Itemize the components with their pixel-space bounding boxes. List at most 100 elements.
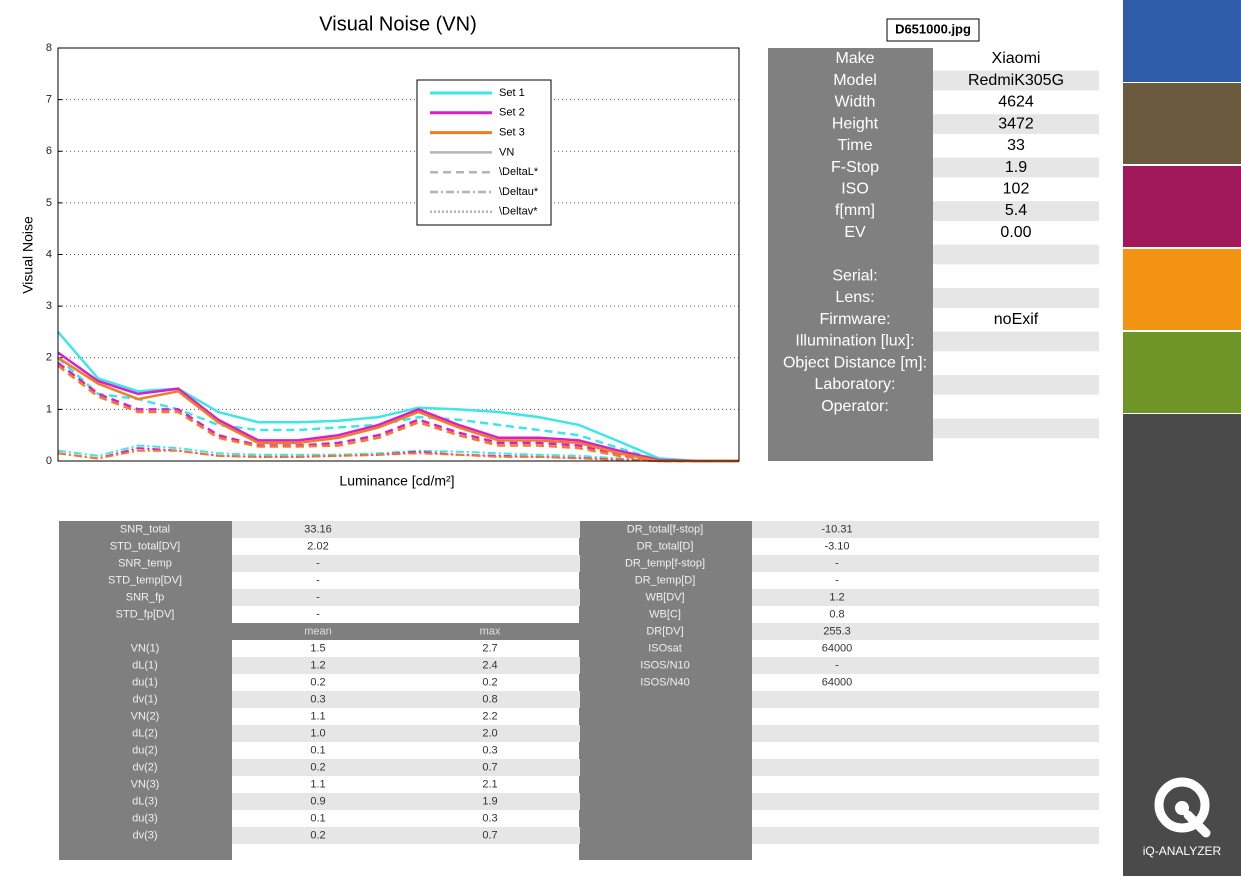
table-value: 0.7 bbox=[482, 829, 497, 841]
table-label-column bbox=[579, 521, 752, 860]
info-stripe bbox=[933, 114, 1099, 134]
table-stripe bbox=[752, 521, 1099, 538]
table-value: 2.4 bbox=[482, 659, 497, 671]
table-value: 0.2 bbox=[310, 829, 325, 841]
table-value: 1.1 bbox=[310, 778, 325, 790]
table-label: ISOsat bbox=[648, 642, 682, 654]
table-value: 1.5 bbox=[310, 642, 325, 654]
file-name: D651000.jpg bbox=[895, 21, 971, 36]
info-value: RedmiK305G bbox=[968, 72, 1064, 89]
series-line bbox=[57, 356, 739, 463]
table-stripe bbox=[232, 827, 580, 844]
y-tick-label: 0 bbox=[46, 455, 52, 467]
table-value: 64000 bbox=[822, 642, 853, 654]
table-label: du(3) bbox=[132, 812, 158, 824]
info-value: 5.4 bbox=[1005, 202, 1027, 219]
table-value: 0.8 bbox=[482, 693, 497, 705]
info-stripe bbox=[933, 331, 1099, 352]
table-value: 33.16 bbox=[304, 523, 332, 535]
table-value: - bbox=[316, 557, 320, 569]
table-stripe bbox=[752, 793, 1099, 810]
table-label-column bbox=[59, 521, 232, 860]
table-value: - bbox=[316, 591, 320, 603]
table-stripe bbox=[752, 725, 1099, 742]
table-stripe bbox=[232, 759, 580, 776]
series-line bbox=[57, 444, 739, 462]
table-value: 1.0 bbox=[310, 727, 325, 739]
info-label: EV bbox=[844, 224, 866, 241]
series-line bbox=[57, 449, 739, 462]
table-value: 2.02 bbox=[307, 540, 328, 552]
table-label: DR[DV] bbox=[646, 625, 683, 637]
table-label: STD_total[DV] bbox=[110, 540, 180, 552]
table-label: dv(1) bbox=[132, 693, 157, 705]
logo bbox=[1154, 777, 1211, 838]
table-stripe bbox=[752, 623, 1099, 640]
table-label: DR_temp[D] bbox=[635, 574, 696, 586]
table-value: -3.10 bbox=[824, 540, 849, 552]
table-stripe bbox=[232, 691, 580, 708]
table-label: VN(1) bbox=[131, 642, 160, 654]
info-value: 4624 bbox=[998, 94, 1034, 111]
info-label: f[mm] bbox=[835, 202, 875, 219]
table-label: ISOS/N40 bbox=[640, 676, 690, 688]
table-value: 0.7 bbox=[482, 761, 497, 773]
series-line bbox=[57, 364, 739, 463]
file-box bbox=[886, 18, 980, 42]
y-tick-label: 8 bbox=[46, 42, 52, 54]
info-label: Model bbox=[833, 72, 877, 89]
table-value: 0.3 bbox=[482, 812, 497, 824]
info-label: F-Stop bbox=[831, 159, 879, 176]
table-label: VN(2) bbox=[131, 710, 160, 722]
table-label: SNR_temp bbox=[118, 557, 172, 569]
color-tab[interactable] bbox=[1123, 332, 1241, 413]
table-value: 64000 bbox=[822, 676, 853, 688]
info-label: Make bbox=[835, 50, 874, 67]
table-stripe bbox=[752, 827, 1099, 844]
table-value: 0.3 bbox=[310, 693, 325, 705]
table-stripe bbox=[752, 691, 1099, 708]
table-label: WB[C] bbox=[649, 608, 681, 620]
sidebar bbox=[1123, 414, 1241, 876]
table-label: du(1) bbox=[132, 676, 158, 688]
table-stripe bbox=[232, 725, 580, 742]
table-label: dv(2) bbox=[132, 761, 157, 773]
y-tick-label: 5 bbox=[46, 197, 52, 209]
table-value: 0.3 bbox=[482, 744, 497, 756]
table-value: 2.2 bbox=[482, 710, 497, 722]
y-axis-label: Visual Noise bbox=[20, 216, 36, 294]
table-value: 0.8 bbox=[829, 608, 844, 620]
color-tab[interactable] bbox=[1123, 83, 1241, 164]
table-value: 255.3 bbox=[823, 625, 851, 637]
table-label: dL(3) bbox=[132, 795, 158, 807]
info-label: Illumination [lux]: bbox=[795, 333, 914, 350]
table-value: - bbox=[835, 659, 839, 671]
table-label: dv(3) bbox=[132, 829, 157, 841]
table-label: DR_total[D] bbox=[637, 540, 694, 552]
info-stripe bbox=[933, 418, 1099, 439]
color-tab[interactable] bbox=[1123, 249, 1241, 330]
table-value: 2.1 bbox=[482, 778, 497, 790]
info-value: Xiaomi bbox=[992, 50, 1041, 67]
info-label: Serial: bbox=[832, 267, 877, 284]
table-value: 1.2 bbox=[310, 659, 325, 671]
table-stripe bbox=[232, 657, 580, 674]
table-value: 2.7 bbox=[482, 642, 497, 654]
table-label: dL(1) bbox=[132, 659, 158, 671]
y-tick-label: 7 bbox=[46, 94, 52, 106]
series-line bbox=[57, 351, 739, 463]
table-value: - bbox=[316, 608, 320, 620]
table-label: WB[DV] bbox=[645, 591, 684, 603]
table-stripe bbox=[752, 759, 1099, 776]
info-stripe bbox=[933, 375, 1099, 395]
info-value: 0.00 bbox=[1000, 224, 1031, 241]
info-label: Time bbox=[838, 137, 873, 154]
color-tab[interactable] bbox=[1123, 0, 1241, 82]
legend-label: Set 3 bbox=[499, 127, 525, 139]
table-value: 1.1 bbox=[310, 710, 325, 722]
table-value: - bbox=[835, 557, 839, 569]
table-stripe bbox=[232, 793, 580, 810]
color-tab[interactable] bbox=[1123, 166, 1241, 247]
info-value: 102 bbox=[1003, 181, 1030, 198]
table-value: -10.31 bbox=[821, 523, 852, 535]
